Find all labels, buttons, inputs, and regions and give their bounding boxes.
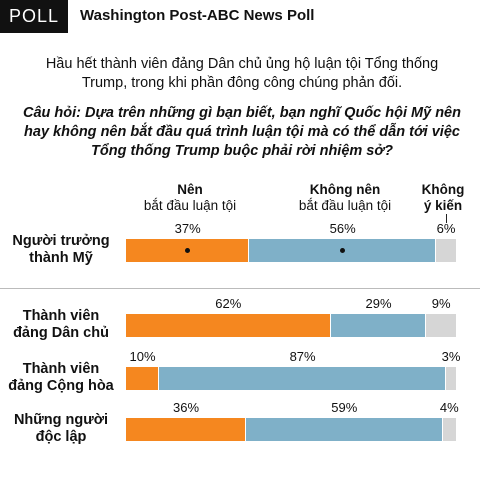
row-label-line2: độc lập	[35, 429, 87, 445]
pct-label-no-0: 56%	[329, 221, 356, 236]
pct-label-yes-3: 36%	[172, 400, 200, 415]
pct-label-no-3: 59%	[331, 400, 358, 415]
pct-label-na-0: 6%	[436, 221, 456, 236]
pct-label-na-1: 9%	[431, 296, 451, 311]
pct-label-na-2: 3%	[441, 349, 461, 364]
pct-label-yes-0: 37%	[174, 221, 201, 236]
row-label-line2: thành Mỹ	[29, 250, 93, 266]
column-header-na-line1: Không	[421, 182, 465, 197]
row-label-3: Những người độc lập	[0, 412, 122, 446]
column-header-yes: Nên bắt đầu luận tội	[130, 182, 250, 214]
row-label-line1: Những người	[13, 412, 109, 428]
pct-label-yes-2: 10%	[129, 349, 156, 364]
column-header-na: Không ý kiến	[418, 182, 468, 214]
column-header-no-sub: bắt đầu luận tội	[298, 198, 392, 213]
row-label-1: Thành viên đảng Dân chủ	[0, 308, 122, 342]
row-label-0: Người trưởng thành Mỹ	[0, 233, 122, 267]
bar-yes-3	[126, 418, 245, 441]
column-header-yes-title: Nên	[177, 182, 203, 197]
bar-yes-2	[126, 367, 158, 390]
row-label-2: Thành viên đảng Cộng hòa	[0, 361, 122, 395]
question: Câu hỏi: Dựa trên những gì bạn biết, bạn…	[23, 105, 461, 159]
bar-na-1	[426, 314, 456, 337]
bar-no-2	[159, 367, 446, 390]
row-label-line1: Thành viên	[22, 308, 100, 324]
separator-line	[0, 288, 480, 289]
pct-label-no-2: 87%	[289, 349, 316, 364]
poll-badge: POLL	[0, 0, 68, 33]
pct-label-yes-1: 62%	[215, 296, 242, 311]
column-header-na-line2: ý kiến	[423, 198, 463, 213]
bar-yes-1	[126, 314, 330, 337]
pointer-dot-no	[340, 248, 346, 253]
pct-label-na-3: 4%	[439, 400, 459, 415]
column-header-no-title: Không nên	[309, 182, 381, 197]
bar-no-3	[246, 418, 442, 441]
pct-label-no-1: 29%	[365, 296, 392, 311]
source-title: Washington Post-ABC News Poll	[80, 7, 315, 24]
column-header-no: Không nên bắt đầu luận tội	[285, 182, 405, 214]
row-label-line1: Người trưởng	[12, 233, 110, 249]
pointer-dot-yes	[185, 248, 191, 253]
row-label-line1: Thành viên	[22, 361, 100, 377]
headline: Hầu hết thành viên đảng Dân chủ ủng hộ l…	[45, 56, 439, 91]
bar-na-0	[436, 239, 456, 262]
row-label-line2: đảng Cộng hòa	[8, 378, 114, 394]
pointer-tick-na	[446, 214, 447, 223]
row-label-line2: đảng Dân chủ	[13, 325, 109, 341]
bar-na-2	[446, 367, 456, 390]
bar-na-3	[442, 418, 456, 441]
bar-no-1	[330, 314, 426, 337]
header: POLL Washington Post-ABC News Poll	[0, 0, 480, 33]
column-header-yes-sub: bắt đầu luận tội	[143, 198, 237, 213]
